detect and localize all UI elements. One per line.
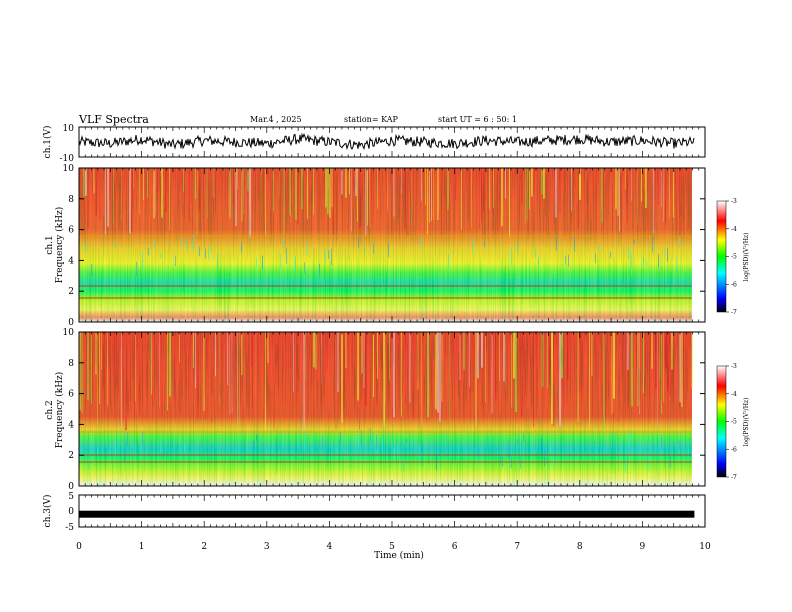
time-tick-label: 10 — [699, 542, 711, 552]
ch3-ytick-bottom: -5 — [65, 523, 74, 533]
freq-tick-label: 4 — [68, 256, 74, 266]
freq-tick-label: 4 — [68, 420, 74, 430]
time-tick-label: 9 — [640, 542, 646, 552]
colorbar-tick-label: -5 — [731, 419, 737, 426]
freq-tick-label: 10 — [63, 328, 75, 338]
ch3-waveform-ylabel: ch.3(V) — [42, 495, 53, 528]
ch2-spectrogram-ylabel-freq: Frequency (kHz) — [54, 372, 65, 449]
ch1-ytick-bottom: -10 — [60, 154, 75, 164]
ch1-spectrogram-texture — [79, 168, 692, 322]
time-tick-label: 2 — [201, 542, 207, 552]
time-tick-label: 5 — [389, 542, 395, 552]
ch1-colorbar-label: log(PSD)(V²/Hz) — [743, 233, 750, 282]
freq-tick-label: 6 — [68, 226, 74, 236]
time-tick-label: 3 — [264, 542, 270, 552]
freq-tick-label: 6 — [68, 390, 74, 400]
time-tick-label: 8 — [577, 542, 583, 552]
ch1-colorbar: -3 -4 -5 -6 -7 log(PSD)(V²/Hz) — [716, 198, 750, 316]
ch2-colorbar: -3 -4 -5 -6 -7 log(PSD)(V²/Hz) — [716, 363, 750, 481]
ch1-spectrogram-ylabel-freq: Frequency (kHz) — [54, 207, 65, 284]
colorbar-tick-label: -3 — [731, 363, 737, 370]
start-ut-label: start UT = 6 : 50: 1 — [438, 115, 517, 124]
ch3-ytick-mid: 0 — [68, 507, 74, 517]
colorbar-tick-label: -7 — [731, 474, 737, 481]
ch1-spectrogram-ylabel-ch: ch.1 — [45, 235, 55, 254]
freq-tick-label: 2 — [68, 287, 74, 297]
time-axis-tick-labels: 0 1 2 3 4 5 6 7 8 9 10 — [76, 542, 711, 552]
colorbar-tick-label: -5 — [731, 254, 737, 261]
colorbar-tick-label: -4 — [731, 226, 737, 233]
time-tick-label: 6 — [452, 542, 458, 552]
colorbar-tick-label: -3 — [731, 198, 737, 205]
date-label: Mar.4 , 2025 — [250, 115, 302, 124]
freq-tick-label: 8 — [68, 359, 74, 369]
colorbar-tick-label: -6 — [731, 281, 737, 288]
ch1-waveform-ylabel: ch.1(V) — [42, 126, 53, 159]
ch1-ytick-top: 10 — [63, 124, 75, 134]
ch1-spectrogram-yticks: 0 2 4 6 8 10 — [63, 164, 705, 328]
colorbar-tick-label: -4 — [731, 391, 737, 398]
figure-title: VLF Spectra — [78, 113, 149, 126]
time-axis-ticks — [78, 127, 706, 527]
freq-tick-label: 10 — [63, 164, 75, 174]
station-label: station= KAP — [344, 115, 399, 124]
colorbar-tick-label: -6 — [731, 446, 737, 453]
ch1-waveform-line — [78, 132, 695, 151]
colorbar-tick-label: -7 — [731, 309, 737, 316]
time-tick-label: 4 — [327, 542, 333, 552]
time-axis-label: Time (min) — [374, 550, 424, 561]
time-tick-label: 1 — [139, 542, 145, 552]
freq-tick-label: 8 — [68, 195, 74, 205]
ch3-waveform-line — [79, 510, 695, 518]
freq-tick-label: 2 — [68, 451, 74, 461]
ch1-spectrogram-panel: 0 2 4 6 8 10 ch.1 Frequency (kHz) — [45, 164, 706, 328]
time-tick-label: 0 — [76, 542, 82, 552]
freq-tick-label: 0 — [68, 482, 74, 492]
ch2-spectrogram-yticks: 0 2 4 6 8 10 — [63, 328, 705, 492]
ch2-spectrogram-panel: 0 2 4 6 8 10 ch.2 Frequency (kHz) — [45, 328, 706, 492]
ch3-ytick-top: 5 — [68, 492, 74, 502]
ch2-spectrogram-texture — [79, 332, 692, 486]
time-tick-label: 7 — [514, 542, 520, 552]
freq-tick-label: 0 — [68, 318, 74, 328]
ch2-colorbar-label: log(PSD)(V²/Hz) — [743, 398, 750, 447]
ch2-spectrogram-ylabel-ch: ch.2 — [45, 400, 55, 419]
